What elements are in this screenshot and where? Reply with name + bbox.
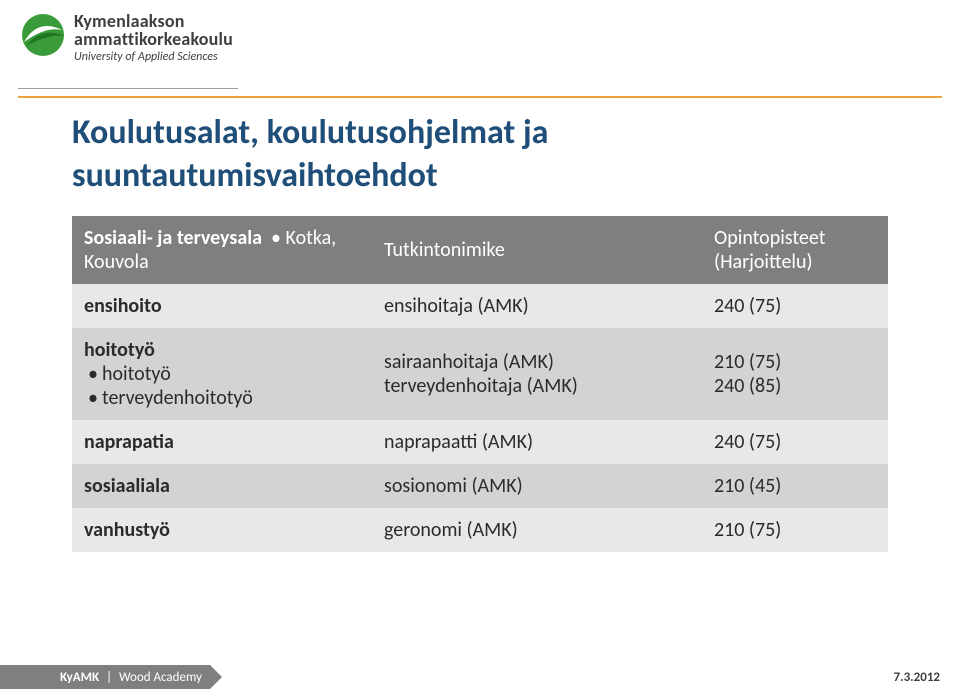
degree-title: sairaanhoitaja (AMK) <box>384 350 690 374</box>
accent-divider <box>18 96 942 98</box>
th-degree: Tutkintonimike <box>372 216 702 284</box>
degree-title: sosionomi (AMK) <box>384 474 690 498</box>
degree-title: naprapaatti (AMK) <box>384 430 690 454</box>
table-body: ensihoito ensihoitaja (AMK) 240 (75) hoitot… <box>72 284 888 552</box>
cell-program: vanhustyö <box>72 508 372 552</box>
logo-subtitle: University of Applied Sciences <box>74 51 233 63</box>
program-name: ensihoito <box>84 294 360 318</box>
credits-value: 210 (75) <box>714 518 876 542</box>
thin-divider <box>18 88 238 89</box>
cell-credits: 210 (45) <box>702 464 888 508</box>
table-header-row: Sosiaali- ja terveysala • Kotka, Kouvola… <box>72 216 888 284</box>
th-credits-line1: Opintopisteet <box>714 226 876 250</box>
program-name: naprapatia <box>84 430 360 454</box>
logo-block: Kymenlaakson ammattikorkeakoulu Universi… <box>20 12 233 63</box>
credits-value: 240 (75) <box>714 430 876 454</box>
cell-credits: 210 (75)240 (85) <box>702 328 888 420</box>
cell-credits: 240 (75) <box>702 420 888 464</box>
logo-icon <box>20 12 66 58</box>
table-row: vanhustyö geronomi (AMK) 210 (75) <box>72 508 888 552</box>
programs-table: Sosiaali- ja terveysala • Kotka, Kouvola… <box>72 216 888 552</box>
th-field: Sosiaali- ja terveysala • Kotka, Kouvola <box>72 216 372 284</box>
program-name: sosiaaliala <box>84 474 360 498</box>
footer-date: 7.3.2012 <box>894 670 940 685</box>
cell-program: hoitotyöhoitotyöterveydenhoitotyö <box>72 328 372 420</box>
cell-credits: 210 (75) <box>702 508 888 552</box>
program-name: vanhustyö <box>84 518 360 542</box>
list-item: hoitotyö <box>88 362 360 386</box>
title-line1: Koulutusalat, koulutusohjelmat ja <box>72 112 548 155</box>
footer-org: KyAMK <box>60 670 99 685</box>
cell-degree: sairaanhoitaja (AMK)terveydenhoitaja (AM… <box>372 328 702 420</box>
credits-value: 210 (75) <box>714 350 876 374</box>
table-row: sosiaaliala sosionomi (AMK) 210 (45) <box>72 464 888 508</box>
logo-line2: ammattikorkeakoulu <box>74 30 233 48</box>
table-row: ensihoito ensihoitaja (AMK) 240 (75) <box>72 284 888 328</box>
title-line2: suuntautumisvaihtoehdot <box>72 155 548 198</box>
degree-title: terveydenhoitaja (AMK) <box>384 374 690 398</box>
list-item: terveydenhoitotyö <box>88 386 360 410</box>
cell-degree: ensihoitaja (AMK) <box>372 284 702 328</box>
th-field-label: Sosiaali- ja terveysala <box>84 226 262 250</box>
credits-value: 240 (85) <box>714 374 876 398</box>
degree-title: ensihoitaja (AMK) <box>384 294 690 318</box>
cell-degree: sosionomi (AMK) <box>372 464 702 508</box>
th-credits-line2: (Harjoittelu) <box>714 250 876 274</box>
cell-program: ensihoito <box>72 284 372 328</box>
cell-program: sosiaaliala <box>72 464 372 508</box>
credits-value: 240 (75) <box>714 294 876 318</box>
degree-title: geronomi (AMK) <box>384 518 690 542</box>
cell-degree: naprapaatti (AMK) <box>372 420 702 464</box>
footer-left: KyAMK | Wood Academy <box>60 670 202 685</box>
footer-separator: | <box>106 670 112 685</box>
credits-value: 210 (45) <box>714 474 876 498</box>
table-row: hoitotyöhoitotyöterveydenhoitotyösairaan… <box>72 328 888 420</box>
program-name: hoitotyö <box>84 338 360 362</box>
cell-program: naprapatia <box>72 420 372 464</box>
page-title: Koulutusalat, koulutusohjelmat ja suunta… <box>72 112 548 197</box>
table-row: naprapatia naprapaatti (AMK) 240 (75) <box>72 420 888 464</box>
program-subitems: hoitotyöterveydenhoitotyö <box>84 362 360 410</box>
slide: Kymenlaakson ammattikorkeakoulu Universi… <box>0 0 960 699</box>
cell-degree: geronomi (AMK) <box>372 508 702 552</box>
cell-credits: 240 (75) <box>702 284 888 328</box>
logo-text: Kymenlaakson ammattikorkeakoulu Universi… <box>74 12 233 63</box>
th-credits: Opintopisteet (Harjoittelu) <box>702 216 888 284</box>
footer-unit: Wood Academy <box>119 670 202 685</box>
